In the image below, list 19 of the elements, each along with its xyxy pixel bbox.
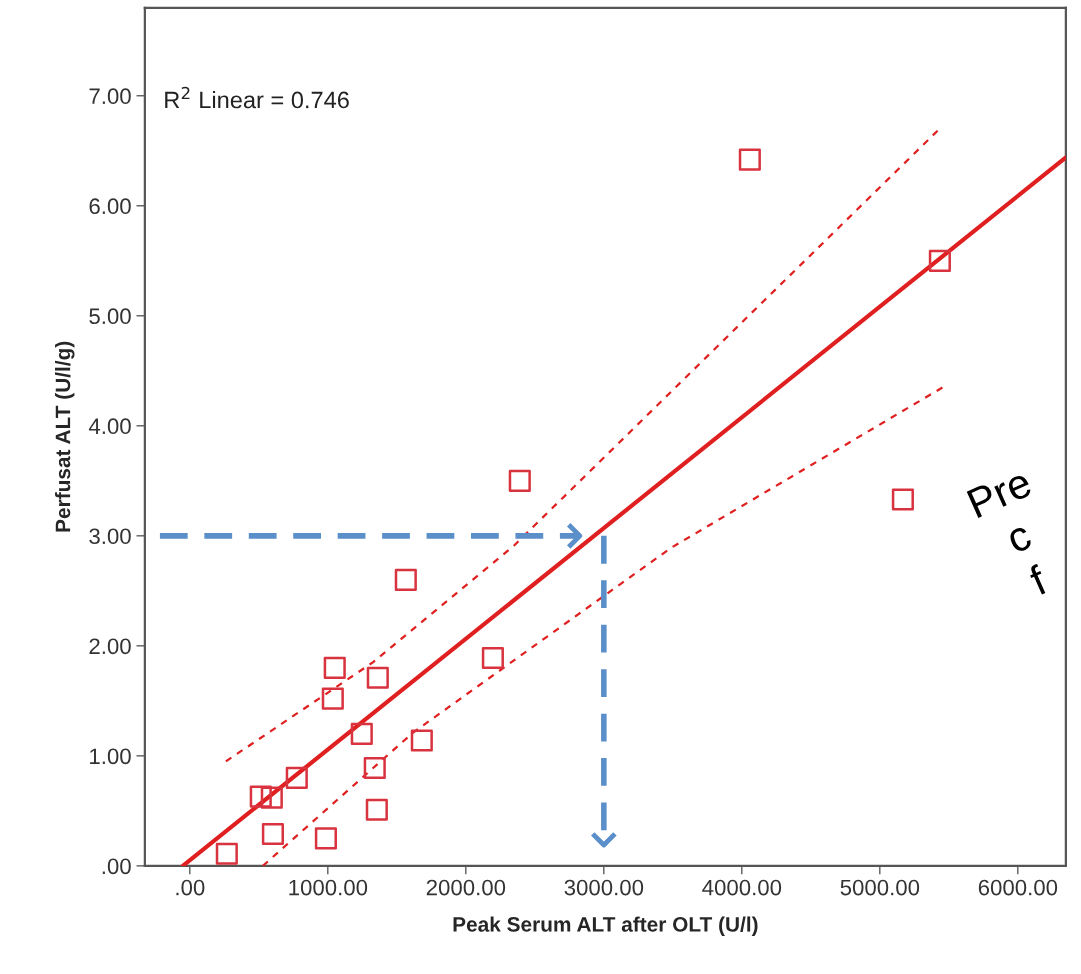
- y-tick-label: 7.00: [89, 88, 131, 105]
- x-tick-label: 4000.00: [702, 879, 782, 896]
- y-tick-label: .00: [102, 858, 131, 875]
- y-axis-title: Perfusat ALT (U/l/g): [55, 341, 75, 532]
- x-tick-label: 3000.00: [564, 879, 644, 896]
- y-tick-label: 1.00: [90, 748, 131, 765]
- annotation: R$^{2}$ Linear = 0.746: [165, 86, 349, 109]
- y-tick-label: 5.00: [89, 308, 131, 325]
- x-tick-label: .00: [176, 879, 205, 896]
- y-tick-label: 6.00: [89, 198, 131, 215]
- y-tick-label: 2.00: [89, 638, 131, 655]
- y-tick-label: 4.00: [88, 418, 131, 435]
- annotation: Pre c f: [966, 467, 1050, 596]
- x-tick-label: 6000.00: [978, 879, 1058, 896]
- x-tick-label: 2000.00: [426, 879, 506, 896]
- x-tick-label: 5000.00: [840, 879, 920, 896]
- x-axis-title: Peak Serum ALT after OLT (U/l): [453, 916, 758, 936]
- y-tick-label: 3.00: [89, 528, 131, 545]
- x-tick-label: 1000.00: [289, 879, 368, 896]
